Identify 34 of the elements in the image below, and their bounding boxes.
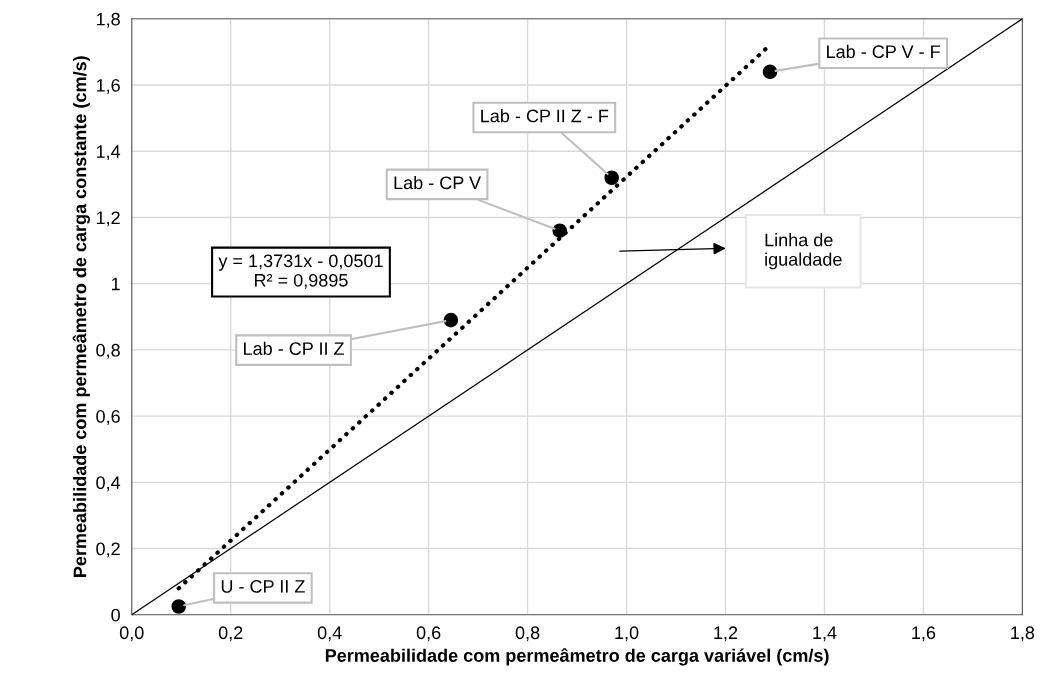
annotation: Lab - CP V: [394, 175, 481, 190]
annotation: Linha de igualdade: [765, 233, 842, 270]
x-tick-label: 1,2: [714, 626, 738, 642]
x-axis-title: Permeabilidade com permeâmetro de carga variável (cm/s): [325, 648, 829, 666]
x-tick-label: 0,6: [416, 626, 441, 642]
x-tick-label: 1,8: [1011, 626, 1035, 642]
y-tick-label: 0,4: [96, 476, 121, 492]
x-tick-label: 1,4: [813, 626, 837, 642]
annotation: Lab - CP II Z: [244, 341, 345, 355]
x-tick-label: 0,4: [317, 626, 342, 642]
y-tick-label: 1,8: [96, 12, 120, 28]
point: [552, 223, 568, 238]
x-tick-label: 1,0: [615, 626, 639, 642]
y-axis-title: Permeabilidade com permeâmetro de carga constante (cm/s): [72, 56, 90, 577]
point: [443, 312, 459, 328]
point: [171, 599, 187, 614]
y-tick-label: 1: [111, 277, 120, 291]
x-tick-label: 1,6: [912, 626, 936, 642]
y-tick-label: 0,6: [96, 410, 120, 425]
y-tick-label: 0: [111, 608, 120, 622]
y-tick-label: 0,8: [96, 343, 120, 359]
annotation: U - CP II Z: [221, 579, 305, 593]
x-tick-label: 0,8: [515, 626, 540, 642]
x-tick-label: 0,2: [218, 626, 243, 642]
x-tick-label: 0,0: [119, 626, 144, 642]
annotation: Lab - CP II Z - F: [481, 109, 609, 123]
point: [604, 170, 619, 186]
y-tick-label: 0,2: [96, 542, 120, 558]
y-tick-label: 1,2: [96, 211, 120, 227]
annotation: Lab - CP V - F: [827, 44, 940, 59]
y-tick-label: 1,4: [96, 145, 121, 161]
annotation: y = 1,3731x - 0,0501 R² = 0,9895: [218, 254, 383, 289]
point: [762, 64, 778, 80]
y-tick-label: 1,6: [96, 78, 120, 94]
